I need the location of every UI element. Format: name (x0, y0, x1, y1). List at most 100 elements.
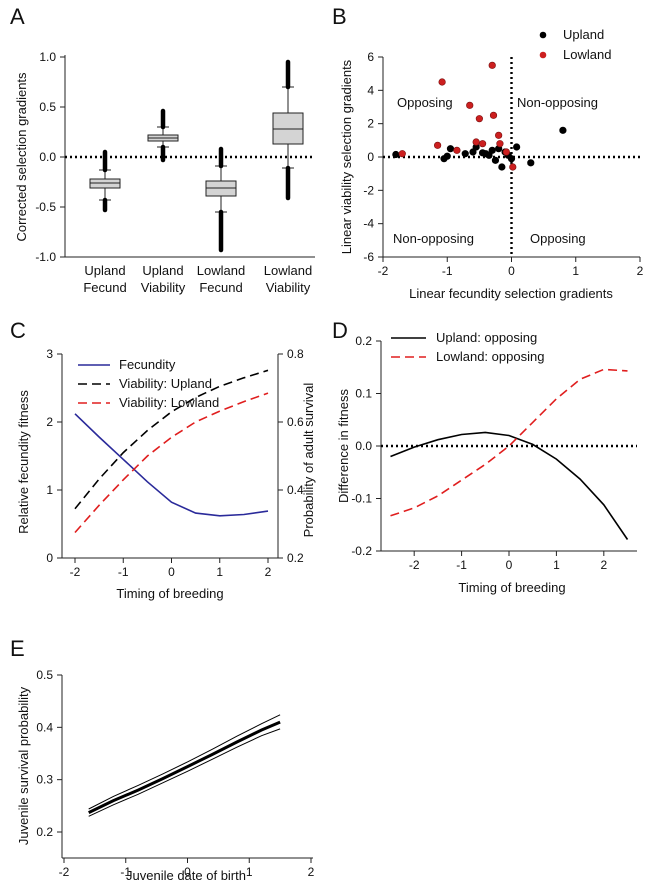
lowland-point (496, 140, 504, 148)
x-tick-label: -2 (409, 558, 420, 572)
y-tick-label: 0 (367, 150, 374, 164)
y-tick-label-left: 1 (46, 483, 53, 497)
x-tick-label: -2 (59, 865, 70, 879)
category-label: Lowland (197, 263, 245, 278)
category-label: Upland (84, 263, 125, 278)
x-tick-label: 1 (553, 558, 560, 572)
y-tick-label: 0.4 (36, 720, 53, 734)
x-tick-label: -1 (456, 558, 467, 572)
y-tick-label: 0.0 (39, 150, 56, 164)
upland-point (392, 150, 400, 159)
quadrant-label-opposing-top: Opposing (397, 95, 453, 110)
legend-label: Upland (563, 27, 604, 42)
upland-point (498, 163, 506, 171)
legend-label: Viability: Lowland (119, 395, 219, 410)
x-tick-label: 2 (308, 865, 315, 879)
legend-label: Upland: opposing (436, 330, 537, 345)
y-tick-label: 0.2 (36, 825, 53, 839)
quadrant-label-nonopposing-bottom: Non-opposing (393, 231, 474, 246)
confidence-band-line (88, 714, 281, 810)
x-tick-label: 2 (637, 264, 644, 278)
y-tick-label: 0.2 (355, 334, 372, 348)
x-tick-label: 1 (216, 565, 223, 579)
x-tick-label: 0 (506, 558, 513, 572)
lowland-point (453, 146, 461, 154)
lowland-point (489, 111, 498, 119)
y-tick-label-left: 3 (46, 347, 53, 361)
x-axis-title: Linear fecundity selection gradients (409, 286, 613, 301)
series-line-0 (390, 431, 629, 540)
legend-label: Fecundity (119, 357, 176, 372)
lowland-point (509, 163, 517, 171)
y-axis-title: Linear viability selection gradients (339, 59, 354, 254)
x-tick-label: -2 (378, 264, 389, 278)
y-tick-label-right: 0.6 (287, 415, 304, 429)
y-tick-label: -6 (363, 250, 374, 264)
lowland-point (488, 61, 496, 69)
upland-point (488, 146, 496, 154)
y-tick-label: 6 (367, 50, 374, 64)
x-tick-label: 2 (600, 558, 607, 572)
panel-label-e: E (10, 636, 25, 661)
y-tick-label-right: 0.8 (287, 347, 304, 361)
x-axis-title: Juvenile date of birth (126, 868, 246, 882)
x-tick-label: 1 (246, 865, 253, 879)
panel-c-line-chart: -2 -1 0 1 2 0 1 2 3 0.2 0.4 0.6 0.8 Fecundity Viabilit… (16, 347, 316, 601)
series-line-1 (74, 369, 269, 510)
y-tick-label: 0.1 (355, 387, 372, 401)
upland-point (446, 145, 455, 153)
x-tick-label: 2 (265, 565, 272, 579)
y-tick-label: -0.5 (35, 200, 56, 214)
x-tick-label: 1 (572, 264, 579, 278)
lowland-point (502, 148, 510, 156)
y-tick-label: 0.0 (355, 439, 372, 453)
quadrant-label-opposing-bottom: Opposing (530, 231, 586, 246)
y-tick-label: -4 (363, 217, 374, 231)
x-tick-label: 0 (168, 565, 175, 579)
x-axis-title: Timing of breeding (116, 586, 223, 601)
lowland-point (472, 138, 480, 146)
category-label: Viability (141, 280, 186, 295)
y-axis-title: Difference in fitness (336, 389, 351, 503)
panel-label-a: A (10, 4, 25, 29)
panel-label-c: C (10, 318, 26, 343)
y-axis-title: Corrected selection gradients (14, 72, 29, 242)
y-tick-label-right: 0.2 (287, 551, 304, 565)
x-tick-label: -1 (118, 565, 129, 579)
x-tick-label: -1 (120, 865, 131, 879)
legend-marker (539, 31, 547, 39)
upland-point (513, 143, 521, 151)
series-line-2 (74, 392, 269, 534)
lowland-point (438, 78, 446, 86)
upland-point (485, 151, 493, 159)
x-tick-label: 0 (508, 264, 515, 278)
upland-point (507, 155, 516, 163)
legend-label: Lowland: opposing (436, 349, 544, 364)
lowland-point (478, 140, 487, 148)
y-tick-label-left: 0 (46, 551, 53, 565)
lowland-point (398, 150, 406, 158)
upland-point (527, 159, 535, 167)
x-tick-label: 0 (184, 865, 191, 879)
panel-e-line-chart: -2 -1 0 1 2 0.2 0.3 0.4 0.5 Juvenile date of birt… (16, 668, 315, 882)
survival-curve (88, 720, 281, 814)
series-line-0 (74, 413, 269, 517)
y-axis-title-left: Relative fecundity fitness (16, 390, 31, 534)
upland-point (559, 126, 567, 134)
series-line-1 (390, 368, 628, 517)
x-tick-label: -1 (442, 264, 453, 278)
lowland-point (475, 115, 483, 123)
legend-marker (539, 51, 547, 59)
y-tick-label-left: 2 (46, 415, 53, 429)
y-tick-label: -0.1 (351, 492, 372, 506)
lowland-point (466, 101, 474, 109)
y-tick-label: 1.0 (39, 50, 56, 64)
y-axis-title: Juvenile survival probability (16, 686, 31, 845)
category-label: Viability (266, 280, 311, 295)
category-label: Upland (142, 263, 183, 278)
y-tick-label: 0.3 (36, 773, 53, 787)
x-tick-label: -2 (70, 565, 81, 579)
y-tick-label: -2 (363, 183, 374, 197)
panel-d-line-chart: -2 -1 0 1 2 -0.2 -0.1 0.0 0.1 0.2 Upland: opposing… (336, 330, 637, 595)
